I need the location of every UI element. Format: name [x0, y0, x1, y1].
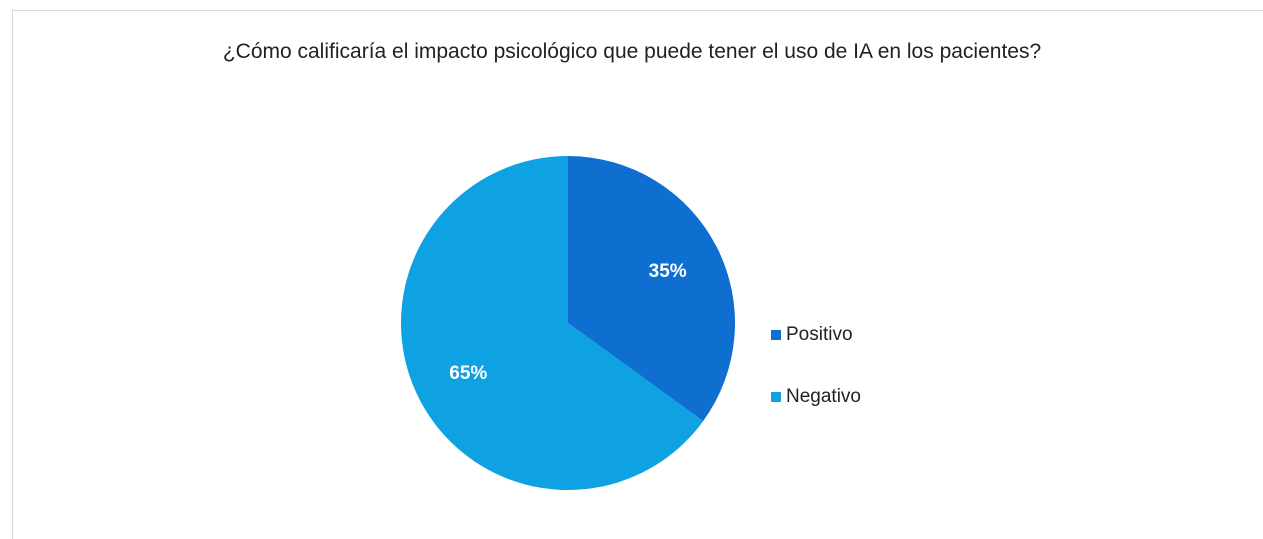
legend-label: Negativo — [786, 386, 861, 407]
legend-label: Positivo — [786, 324, 853, 345]
data-label: 35% — [649, 261, 687, 282]
pie-slice — [568, 156, 735, 422]
pie-slice — [400, 156, 704, 491]
chart-title: ¿Cómo calificaría el impacto psicológico… — [222, 40, 1042, 63]
chart-frame — [12, 10, 1263, 539]
data-label: 65% — [449, 363, 487, 384]
legend-swatch — [771, 392, 781, 402]
legend-swatch — [771, 330, 781, 340]
